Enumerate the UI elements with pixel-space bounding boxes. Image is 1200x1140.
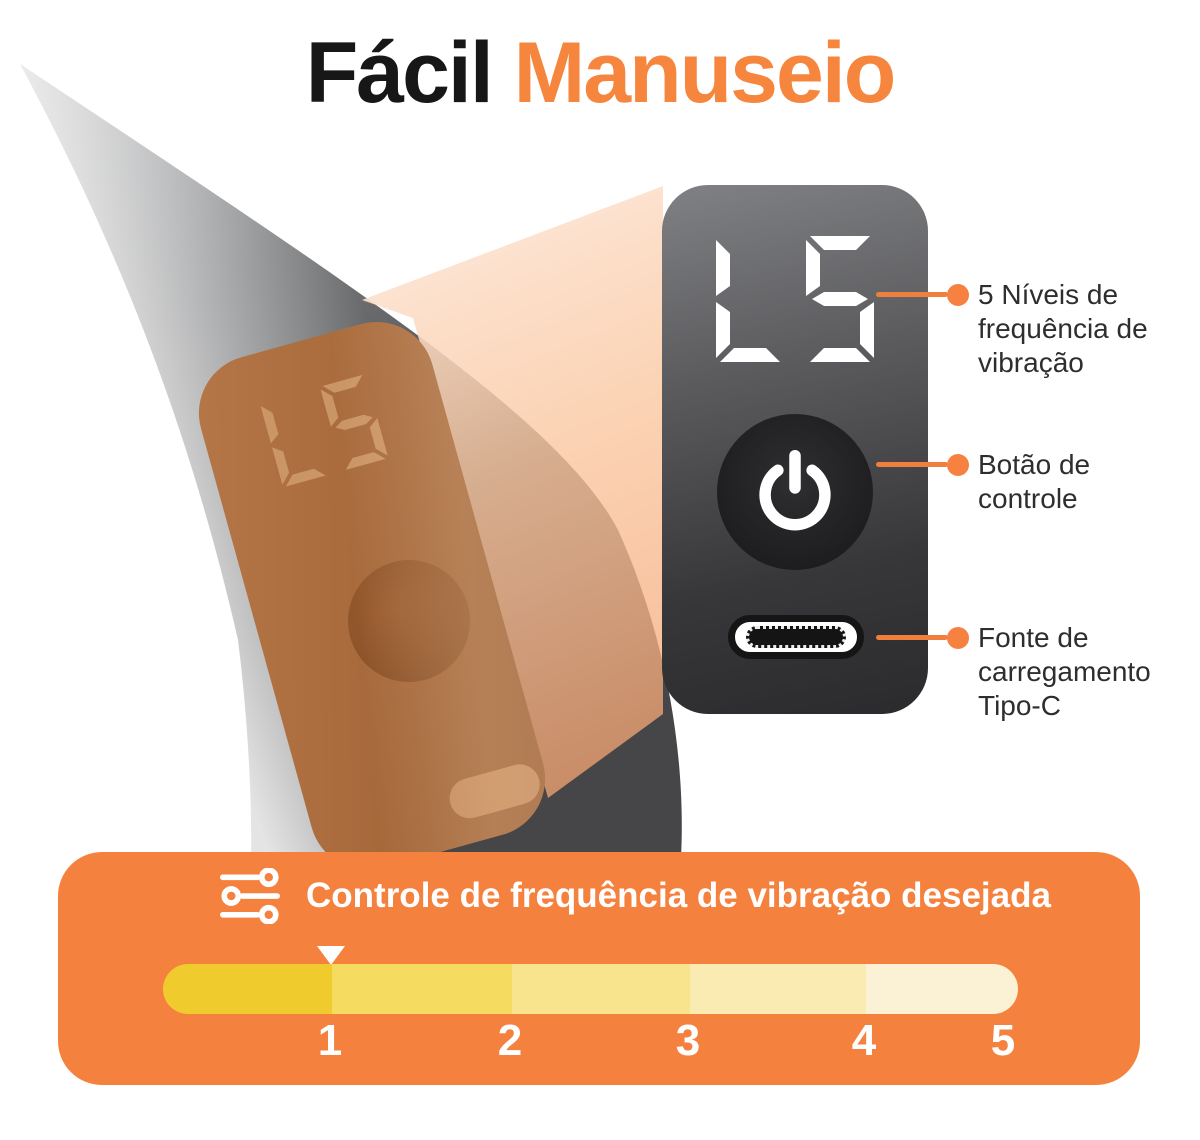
callout-charging-line1: Fonte de — [978, 622, 1089, 653]
callout-charging-line2: carregamento — [978, 656, 1151, 687]
callout-levels-line2: frequência de — [978, 313, 1148, 344]
frequency-slider-track — [163, 964, 1018, 1014]
slider-segment-2 — [332, 964, 512, 1014]
callout-button-line2: controle — [978, 483, 1078, 514]
slider-segment-3 — [512, 964, 690, 1014]
page-title: Fácil Manuseio — [0, 26, 1200, 121]
digit-L — [716, 240, 780, 362]
zoom-beam — [362, 186, 663, 798]
slider-label-1: 1 — [317, 1016, 343, 1065]
digit-5 — [806, 236, 874, 362]
power-button — [717, 414, 873, 570]
callout-button: Botão de controle — [978, 448, 1090, 516]
digit-5 — [320, 374, 388, 470]
slider-label-4: 4 — [851, 1016, 877, 1065]
slider-segment-1 — [163, 964, 332, 1014]
title-black: Fácil — [305, 25, 494, 121]
led-display — [716, 236, 874, 362]
callout-button-line1: Botão de — [978, 449, 1091, 480]
device-display-panel — [185, 308, 559, 884]
callout-levels-line1: 5 Níveis de — [978, 279, 1119, 310]
banner-heading-row: Controle de frequência de vibração desej… — [220, 868, 1051, 924]
slider-label-2: 2 — [497, 1016, 523, 1065]
callout-levels: 5 Níveis de frequência de vibração — [978, 278, 1148, 380]
banner-heading: Controle de frequência de vibração desej… — [306, 876, 1051, 915]
device-port-area — [444, 759, 545, 823]
slider-label-5: 5 — [990, 1016, 1016, 1065]
usb-c-pins — [746, 626, 846, 648]
callout-line-button — [876, 462, 948, 467]
zoom-panel — [662, 185, 928, 714]
frequency-sliders-icon — [220, 868, 280, 924]
callout-line-levels — [876, 292, 948, 297]
frequency-banner: Controle de frequência de vibração desej… — [58, 852, 1140, 1085]
slider-segment-4 — [690, 964, 866, 1014]
device-button-area — [333, 545, 485, 697]
slider-label-3: 3 — [675, 1016, 701, 1065]
title-accent: Manuseio — [513, 25, 897, 121]
slider-segment-5 — [866, 964, 1018, 1014]
callout-dot-charging — [947, 627, 969, 649]
callout-levels-line3: vibração — [978, 347, 1084, 378]
callout-dot-button — [947, 454, 969, 476]
callout-charging: Fonte de carregamento Tipo-C — [978, 621, 1151, 723]
level-marker-triangle — [317, 946, 345, 965]
usb-c-port — [728, 615, 864, 659]
callout-line-charging — [876, 635, 948, 640]
device-display-value — [260, 374, 388, 487]
digit-L — [260, 406, 326, 487]
callout-dot-levels — [947, 284, 969, 306]
power-icon — [759, 449, 831, 530]
callout-charging-line3: Tipo-C — [978, 690, 1061, 721]
